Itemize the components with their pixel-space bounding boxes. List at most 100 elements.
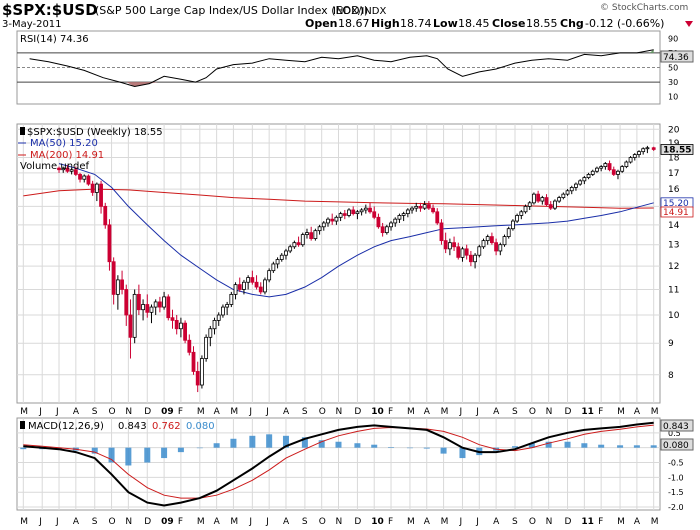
macd-hist-bar bbox=[282, 435, 289, 448]
credit-label: © StockCharts.com bbox=[600, 3, 688, 13]
hist-current-label: 0.080 bbox=[663, 441, 689, 451]
candle-body bbox=[347, 209, 351, 216]
candle-body bbox=[431, 207, 435, 213]
macd-date-label: A bbox=[214, 517, 221, 527]
candle-body bbox=[616, 170, 620, 175]
macd-date-label: 10 bbox=[371, 517, 384, 527]
price-date-label: F bbox=[598, 407, 603, 417]
price-date-label: D bbox=[354, 407, 361, 417]
close-label: Close bbox=[492, 17, 525, 30]
price-date-label: D bbox=[565, 407, 572, 417]
candle-body bbox=[326, 218, 330, 224]
candle-body bbox=[620, 166, 625, 172]
ma200-legend: MA(200) 14.91 bbox=[30, 150, 104, 161]
macd-hist-bar bbox=[440, 447, 447, 454]
price-date-label: D bbox=[144, 407, 151, 417]
candle-body bbox=[351, 209, 356, 215]
candle-body bbox=[330, 218, 335, 222]
close-value: 18.55 bbox=[526, 17, 558, 30]
macd-current-tags: 0.843 0.080 bbox=[660, 419, 694, 451]
candle-body bbox=[284, 250, 288, 256]
macd-date-label: N bbox=[336, 517, 343, 527]
candle-body bbox=[389, 222, 393, 228]
candle-body bbox=[410, 207, 414, 211]
candle-body bbox=[380, 226, 385, 234]
macd-legend: MACD(12,26,9) 0.843 0.762 0.080 bbox=[20, 421, 215, 432]
candle-body bbox=[162, 296, 166, 308]
open-value: 18.67 bbox=[338, 17, 370, 30]
candle-body bbox=[275, 259, 280, 265]
candle-body bbox=[595, 167, 599, 172]
candle-body bbox=[195, 371, 200, 386]
candle-body bbox=[511, 220, 515, 230]
candle-body bbox=[334, 216, 339, 222]
candle-body bbox=[233, 284, 238, 295]
price-x-axis: M J J A S O N D 09 F M A M J J A S O N D 10 F M A M J J A S O N D 11 F M A M bbox=[20, 407, 658, 417]
symbol-title: $SPX:$USD bbox=[2, 1, 98, 19]
date-label: 3-May-2011 bbox=[2, 19, 62, 30]
macd-hist-bar bbox=[354, 443, 361, 448]
macd-hist-bar bbox=[20, 447, 27, 450]
price-date-label: O bbox=[529, 407, 536, 417]
price-date-label: 09 bbox=[161, 407, 174, 417]
candle-body bbox=[590, 170, 595, 175]
candle-body bbox=[212, 320, 217, 330]
candle-body bbox=[405, 209, 410, 215]
candle-body bbox=[305, 232, 309, 235]
candle-body bbox=[611, 169, 616, 175]
candle-body bbox=[149, 306, 154, 313]
price-tick-label: 11 bbox=[668, 285, 679, 295]
candle-body bbox=[221, 306, 225, 316]
price-y-axis: 891011121314151617181920 bbox=[668, 125, 680, 380]
macd-hist-bar bbox=[528, 443, 535, 448]
rsi-current-label: 74.36 bbox=[663, 53, 689, 63]
macd-line bbox=[23, 421, 654, 507]
price-date-label: A bbox=[73, 407, 80, 417]
candle-body bbox=[599, 166, 604, 169]
candle-body bbox=[553, 200, 557, 209]
macd-date-label: J bbox=[265, 517, 269, 527]
rsi-tick-label: 30 bbox=[668, 78, 678, 87]
low-label: Low bbox=[433, 17, 458, 30]
high-label: High bbox=[371, 17, 400, 30]
candle-body bbox=[187, 339, 192, 353]
candle-body bbox=[296, 242, 301, 246]
candle-body bbox=[183, 322, 188, 341]
macd-date-label: M bbox=[617, 517, 625, 527]
candle-body bbox=[90, 183, 95, 193]
macd-date-label: J bbox=[248, 517, 252, 527]
candle-body bbox=[443, 240, 448, 250]
candle-body bbox=[435, 211, 440, 224]
price-tick-label: 9 bbox=[668, 339, 674, 349]
macd-hist-bar bbox=[406, 447, 413, 449]
macd-grid bbox=[17, 418, 660, 510]
candle-body bbox=[170, 317, 175, 321]
macd-hist-bar bbox=[144, 447, 151, 463]
macd-date-label: A bbox=[634, 517, 641, 527]
candle-body bbox=[548, 204, 553, 209]
candle-body bbox=[439, 222, 444, 242]
candle-body bbox=[200, 358, 204, 386]
chg-value: -0.12 (-0.66%) bbox=[585, 17, 664, 30]
macd-date-label: 09 bbox=[161, 517, 174, 527]
candle-body bbox=[229, 293, 234, 305]
macd-hist-bar bbox=[564, 441, 571, 448]
candle-body bbox=[578, 180, 583, 185]
price-date-label: N bbox=[125, 407, 132, 417]
candle-body bbox=[82, 175, 87, 180]
candle-body bbox=[498, 244, 503, 252]
candle-body bbox=[94, 183, 99, 193]
candle-body bbox=[418, 205, 423, 209]
candle-body bbox=[460, 248, 465, 258]
price-tick-label: 13 bbox=[668, 241, 679, 251]
rsi-overbought-fill bbox=[649, 49, 654, 53]
candle-body bbox=[279, 254, 284, 260]
candle-body bbox=[502, 236, 507, 246]
price-date-label: J bbox=[458, 407, 462, 417]
candle-body bbox=[136, 293, 141, 311]
candle-body bbox=[342, 213, 347, 216]
ma50-legend: MA(50) 15.20 bbox=[30, 138, 98, 149]
symbol-description: (S&P 500 Large Cap Index/US Dollar Index… bbox=[95, 4, 368, 17]
open-label: Open bbox=[305, 17, 338, 30]
macd-legend-swatch bbox=[20, 421, 25, 429]
